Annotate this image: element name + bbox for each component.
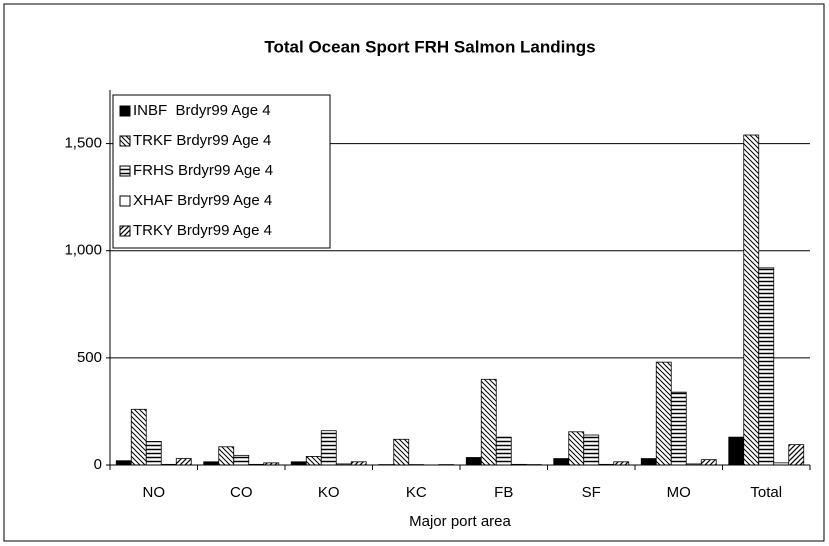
y-tick-label: 1,000 [64, 242, 102, 259]
bar [728, 436, 745, 466]
x-tick-label: SF [582, 484, 601, 501]
bar [583, 434, 600, 466]
bar [640, 458, 657, 466]
y-tick-label: 1,500 [64, 135, 102, 152]
bar [553, 458, 570, 466]
x-axis-label: Major port area [409, 513, 511, 530]
legend-label: TRKF Brdyr99 Age 4 [133, 132, 271, 149]
bar [568, 431, 585, 466]
bar [465, 457, 482, 466]
legend-swatch [119, 225, 131, 237]
bar [743, 134, 760, 466]
x-tick-label: MO [667, 484, 691, 501]
x-tick-label: FB [494, 484, 513, 501]
x-tick-label: NO [143, 484, 166, 501]
bar [233, 454, 250, 466]
legend-label: FRHS Brdyr99 Age 4 [133, 162, 273, 179]
x-tick-label: Total [750, 484, 782, 501]
legend-label: INBF Brdyr99 Age 4 [133, 102, 271, 119]
bar [670, 391, 687, 466]
bar [700, 459, 717, 466]
x-tick-label: KO [318, 484, 340, 501]
bar [305, 456, 322, 466]
y-tick-label: 0 [94, 456, 102, 473]
bar [758, 267, 775, 466]
bar [130, 408, 147, 466]
legend-swatch [119, 135, 131, 147]
bar [175, 458, 192, 466]
x-tick-label: KC [406, 484, 427, 501]
legend-box [112, 94, 331, 249]
bar [115, 460, 132, 466]
y-tick-label: 500 [77, 349, 102, 366]
x-tick-label: CO [230, 484, 253, 501]
bar [320, 430, 337, 466]
bar [393, 438, 410, 466]
bar [480, 378, 497, 466]
bar [495, 436, 512, 466]
bar [145, 441, 162, 466]
bar [788, 444, 805, 466]
legend-label: TRKY Brdyr99 Age 4 [133, 222, 272, 239]
bar [218, 446, 235, 466]
legend-swatch [119, 165, 131, 177]
legend-swatch [119, 105, 131, 117]
legend-swatch [119, 195, 131, 207]
chart-title: Total Ocean Sport FRH Salmon Landings [264, 37, 595, 56]
bar [655, 361, 672, 466]
legend-label: XHAF Brdyr99 Age 4 [133, 192, 272, 209]
